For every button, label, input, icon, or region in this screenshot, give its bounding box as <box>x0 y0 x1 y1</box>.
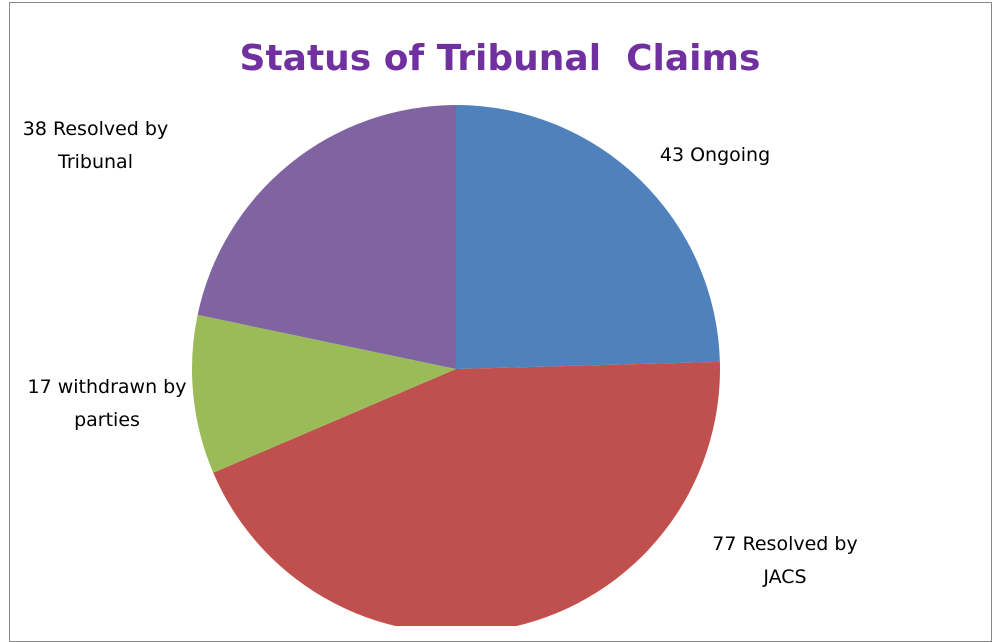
data-label: 17 withdrawn by parties <box>27 376 187 431</box>
data-label: 38 Resolved by Tribunal <box>22 118 169 173</box>
pie-slice <box>192 314 456 473</box>
pie-slice <box>456 105 720 369</box>
data-label: 77 Resolved by JACS <box>712 533 858 588</box>
data-label: 43 Ongoing <box>659 144 771 166</box>
chart <box>192 105 720 626</box>
chart-title: Status of Tribunal Claims <box>239 38 761 79</box>
pie-slice <box>213 361 720 626</box>
pie-slice <box>197 105 456 369</box>
page: Status of Tribunal Claims (() => { const… <box>9 2 992 642</box>
